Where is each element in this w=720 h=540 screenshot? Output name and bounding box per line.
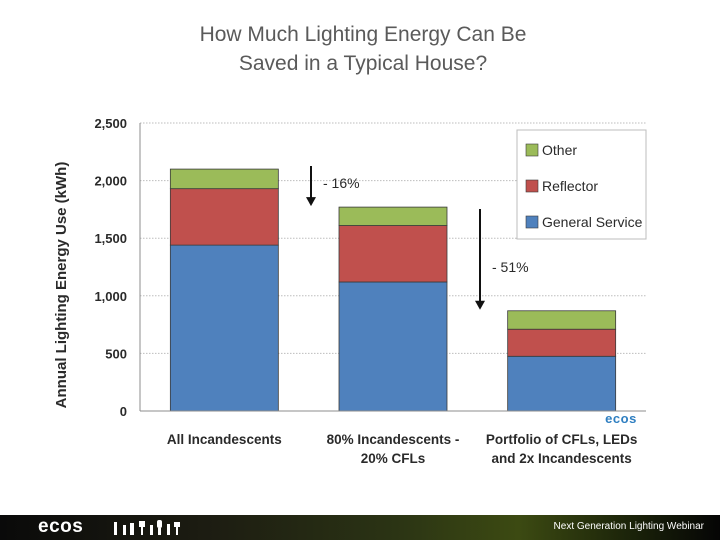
bar-segment-other	[507, 310, 617, 330]
slide-title: How Much Lighting Energy Can Be Saved in…	[0, 20, 720, 78]
y-tick-label: 1,500	[94, 231, 127, 246]
y-tick-label: 1,000	[94, 289, 127, 304]
legend-label: Other	[542, 142, 577, 158]
reduction-arrow-head	[475, 300, 485, 310]
bar-segment-reflector	[338, 225, 448, 283]
legend-label: Reflector	[542, 178, 598, 194]
axes: 0 500 1,000 1,500 2,000 2,500 All Incandescent…	[94, 116, 646, 466]
legend-box	[516, 129, 647, 240]
bar-segment-general-service	[507, 355, 617, 412]
bar-segment-general-service	[338, 281, 448, 412]
bar-segment-other	[169, 168, 279, 190]
legend: Other Reflector General Service	[516, 129, 647, 240]
reduction-label: - 16%	[323, 175, 360, 191]
slide-title-line-2: Saved in a Typical House?	[238, 52, 488, 75]
x-category-label: All Incandescents	[167, 432, 282, 447]
chart-panel: 0 500 1,000 1,500 2,000 2,500 All Incandescent…	[20, 108, 660, 474]
bar-segment-general-service	[169, 244, 279, 412]
y-tick-label: 500	[105, 346, 127, 361]
x-category-label: 20% CFLs	[361, 451, 426, 466]
ecos-watermark: ecos	[605, 411, 637, 426]
x-category-label: Portfolio of CFLs, LEDs	[486, 432, 638, 447]
energy-chart: 0 500 1,000 1,500 2,000 2,500 All Incandescent…	[53, 116, 647, 466]
annotations: - 16% - 51%	[306, 166, 529, 310]
legend-swatch	[525, 143, 539, 157]
lamp-icons	[114, 520, 180, 535]
x-category-label: 80% Incandescents -	[327, 432, 460, 447]
y-tick-label: 0	[120, 404, 127, 419]
reduction-arrow-head	[306, 197, 316, 207]
reduction-label: - 51%	[492, 259, 529, 275]
legend-swatch	[525, 215, 539, 229]
legend-swatch	[525, 179, 539, 193]
bar-stacks	[169, 168, 617, 412]
y-tick-label: 2,000	[94, 174, 127, 189]
footer-bar: ecos Next Generation Lighting Webinar	[0, 515, 720, 540]
bar-segment-reflector	[169, 188, 279, 246]
footer-logo: ecos	[38, 516, 84, 537]
footer-text: Next Generation Lighting Webinar	[553, 521, 704, 532]
y-tick-label: 2,500	[94, 116, 127, 131]
legend-label: General Service	[542, 214, 643, 230]
bar-segment-reflector	[507, 328, 617, 357]
slide-title-line-1: How Much Lighting Energy Can Be	[199, 23, 527, 46]
x-category-label: and 2x Incandescents	[492, 451, 632, 466]
y-axis-title: Annual Lighting Energy Use (kWh)	[53, 162, 70, 409]
bar-segment-other	[338, 206, 448, 226]
